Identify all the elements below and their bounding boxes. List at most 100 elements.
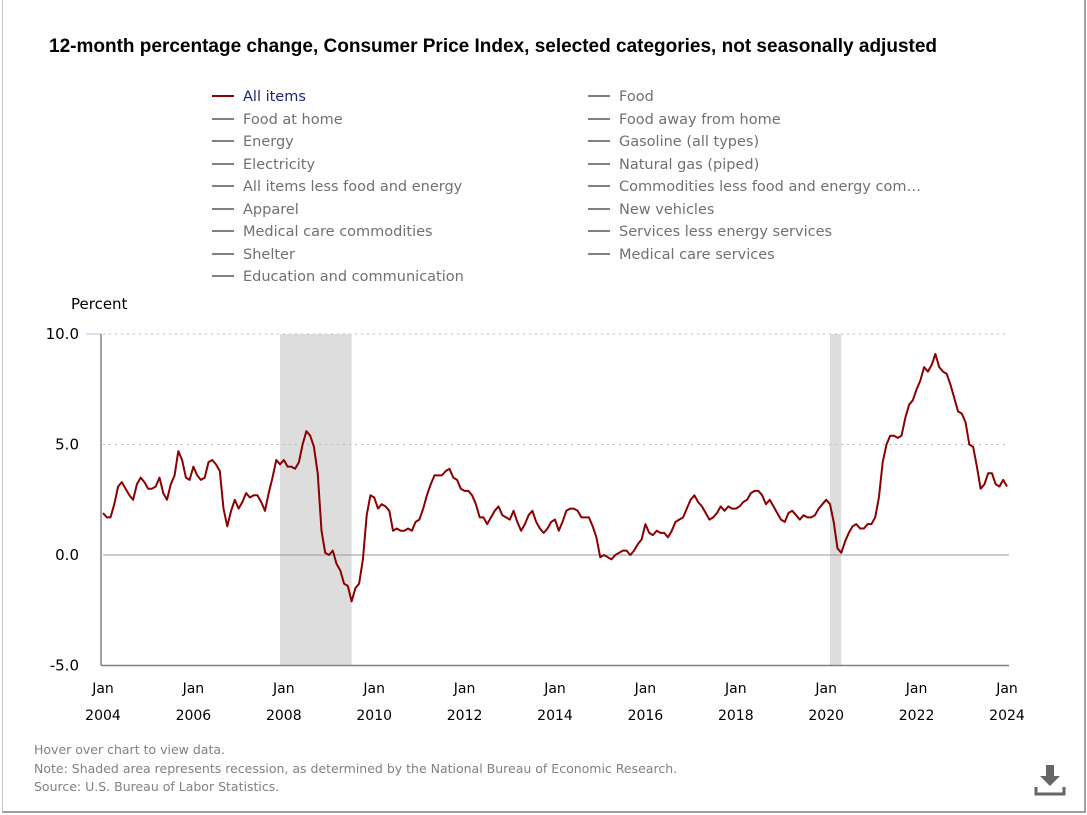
data-point[interactable]	[289, 465, 293, 469]
data-point[interactable]	[704, 511, 708, 515]
data-point[interactable]	[463, 489, 467, 493]
data-point[interactable]	[832, 520, 836, 524]
data-point[interactable]	[399, 529, 403, 533]
data-point[interactable]	[451, 476, 455, 480]
data-point[interactable]	[632, 549, 636, 553]
data-point[interactable]	[466, 489, 470, 493]
data-point[interactable]	[357, 582, 361, 586]
data-point[interactable]	[553, 518, 557, 522]
data-point[interactable]	[493, 509, 497, 513]
data-point[interactable]	[975, 465, 979, 469]
data-point[interactable]	[828, 502, 832, 506]
data-point[interactable]	[444, 469, 448, 473]
data-point[interactable]	[384, 504, 388, 508]
data-point[interactable]	[259, 500, 263, 504]
data-point[interactable]	[794, 513, 798, 517]
legend-item[interactable]: Food at home	[212, 110, 343, 130]
data-point[interactable]	[308, 434, 312, 438]
data-point[interactable]	[180, 458, 184, 462]
data-point[interactable]	[839, 551, 843, 555]
data-point[interactable]	[131, 498, 135, 502]
data-point[interactable]	[606, 555, 610, 559]
data-point[interactable]	[165, 498, 169, 502]
data-point[interactable]	[429, 482, 433, 486]
data-point[interactable]	[214, 462, 218, 466]
data-point[interactable]	[677, 518, 681, 522]
data-point[interactable]	[591, 524, 595, 528]
data-point[interactable]	[188, 478, 192, 482]
data-point[interactable]	[979, 487, 983, 491]
data-point[interactable]	[203, 476, 207, 480]
data-point[interactable]	[530, 509, 534, 513]
data-point[interactable]	[161, 491, 165, 495]
data-point[interactable]	[361, 557, 365, 561]
data-point[interactable]	[715, 511, 719, 515]
data-point[interactable]	[771, 504, 775, 508]
data-point[interactable]	[455, 478, 459, 482]
data-point[interactable]	[967, 443, 971, 447]
legend-item[interactable]: Gasoline (all types)	[588, 132, 759, 152]
data-point[interactable]	[753, 489, 757, 493]
data-point[interactable]	[986, 471, 990, 475]
data-point[interactable]	[662, 531, 666, 535]
data-point[interactable]	[783, 520, 787, 524]
data-point[interactable]	[191, 465, 195, 469]
data-point[interactable]	[199, 478, 203, 482]
data-point[interactable]	[478, 515, 482, 519]
data-point[interactable]	[911, 398, 915, 402]
data-point[interactable]	[798, 518, 802, 522]
data-point[interactable]	[915, 387, 919, 391]
data-point[interactable]	[726, 504, 730, 508]
data-point[interactable]	[997, 484, 1001, 488]
data-point[interactable]	[244, 491, 248, 495]
data-point[interactable]	[583, 515, 587, 519]
data-point[interactable]	[689, 498, 693, 502]
data-point[interactable]	[933, 352, 937, 356]
legend-item[interactable]: All items	[212, 87, 306, 107]
data-point[interactable]	[481, 515, 485, 519]
data-point[interactable]	[169, 482, 173, 486]
data-point[interactable]	[685, 507, 689, 511]
data-point[interactable]	[696, 500, 700, 504]
data-point[interactable]	[900, 434, 904, 438]
data-point[interactable]	[263, 509, 267, 513]
data-point[interactable]	[813, 513, 817, 517]
download-button[interactable]	[1033, 763, 1067, 797]
data-point[interactable]	[459, 487, 463, 491]
data-point[interactable]	[173, 473, 177, 477]
data-point[interactable]	[206, 460, 210, 464]
data-point[interactable]	[734, 507, 738, 511]
data-point[interactable]	[218, 469, 222, 473]
data-point[interactable]	[564, 509, 568, 513]
data-point[interactable]	[869, 522, 873, 526]
data-point[interactable]	[858, 526, 862, 530]
data-point[interactable]	[421, 507, 425, 511]
data-point[interactable]	[101, 511, 105, 515]
data-point[interactable]	[862, 526, 866, 530]
data-point[interactable]	[851, 524, 855, 528]
data-point[interactable]	[176, 449, 180, 453]
data-point[interactable]	[150, 487, 154, 491]
data-point[interactable]	[666, 535, 670, 539]
data-point[interactable]	[802, 513, 806, 517]
legend-item[interactable]: Energy	[212, 132, 294, 152]
data-point[interactable]	[154, 484, 158, 488]
data-point[interactable]	[248, 496, 252, 500]
data-point[interactable]	[304, 429, 308, 433]
data-point[interactable]	[787, 511, 791, 515]
legend-item[interactable]: Education and communication	[212, 267, 464, 287]
data-point[interactable]	[587, 515, 591, 519]
data-point[interactable]	[387, 509, 391, 513]
data-point[interactable]	[327, 553, 331, 557]
data-point[interactable]	[964, 420, 968, 424]
data-point[interactable]	[184, 476, 188, 480]
data-point[interactable]	[195, 473, 199, 477]
data-point[interactable]	[617, 551, 621, 555]
data-point[interactable]	[738, 504, 742, 508]
data-point[interactable]	[937, 365, 941, 369]
data-point[interactable]	[918, 378, 922, 382]
data-point[interactable]	[881, 460, 885, 464]
data-point[interactable]	[372, 496, 376, 500]
data-point[interactable]	[745, 498, 749, 502]
